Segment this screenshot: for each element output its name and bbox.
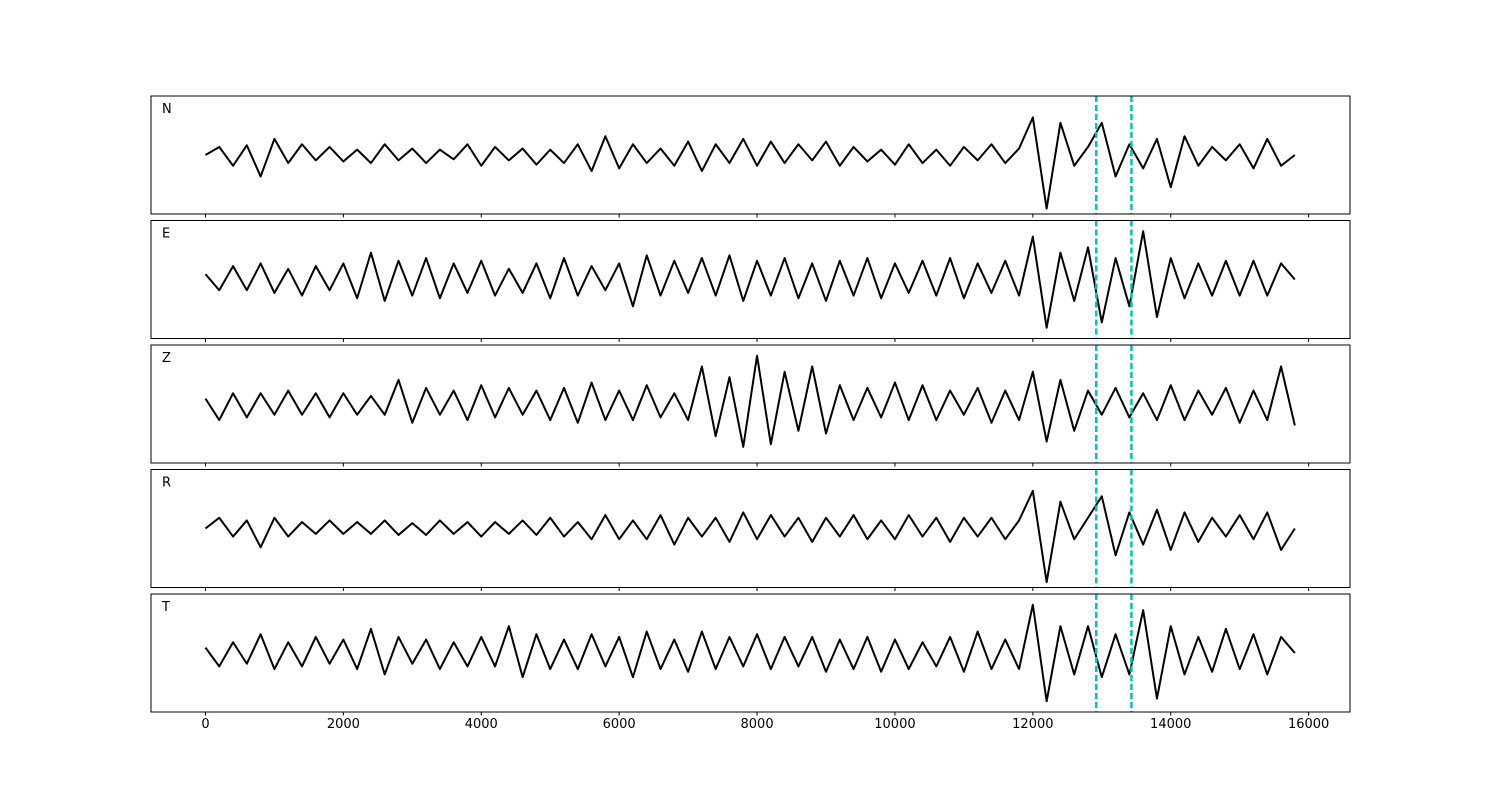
x-tick-label: 0 [201,717,209,732]
panel-frame [150,95,1351,215]
panel-frame [150,593,1351,713]
x-tick-label: 10000 [874,717,915,732]
panel-label: Z [162,351,171,366]
panel-label: T [161,600,170,615]
panel-label: E [162,227,170,242]
x-tick-label: 6000 [603,717,636,732]
panel-frame [150,469,1351,588]
trace [204,230,1296,329]
x-tick-label: 2000 [327,717,360,732]
panel-frame [150,220,1351,339]
trace [204,603,1296,703]
panel-frame [150,344,1351,464]
trace [204,354,1296,448]
x-tick-label: 14000 [1150,717,1191,732]
x-tick-label: 4000 [465,717,498,732]
x-tick-label: 8000 [741,717,774,732]
panel-label: R [162,476,171,491]
trace [204,116,1296,210]
trace [204,489,1296,584]
x-tick-label: 16000 [1288,717,1329,732]
x-tick-label: 12000 [1012,717,1053,732]
panel-label: N [162,102,172,117]
